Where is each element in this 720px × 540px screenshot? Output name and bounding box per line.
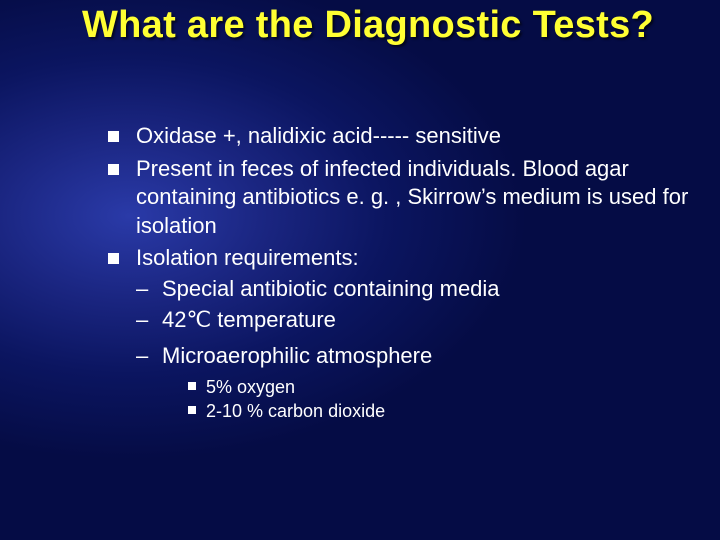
sub-sub-bullet-text: 5% oxygen bbox=[206, 377, 295, 397]
dash-bullet-icon: – bbox=[136, 306, 148, 335]
slide-title: What are the Diagnostic Tests? bbox=[82, 4, 700, 47]
bullet-text: Isolation requirements: bbox=[136, 245, 359, 270]
square-bullet-icon bbox=[188, 406, 196, 414]
sub-bullet-text: Special antibiotic containing media bbox=[162, 276, 500, 301]
sub-bullet-item: – 42℃ temperature bbox=[136, 306, 690, 335]
bullet-text: Oxidase +, nalidixic acid----- sensitive bbox=[136, 123, 501, 148]
bullet-item: Oxidase +, nalidixic acid----- sensitive bbox=[108, 122, 690, 151]
sub-bullet-item: – Microaerophilic atmosphere bbox=[136, 342, 690, 371]
slide-body: Oxidase +, nalidixic acid----- sensitive… bbox=[108, 122, 690, 427]
sub-bullet-text: 42℃ temperature bbox=[162, 307, 336, 332]
square-bullet-icon bbox=[188, 382, 196, 390]
sub-sub-list: 5% oxygen 2-10 % carbon dioxide bbox=[188, 375, 690, 424]
sub-bullet-text: Microaerophilic atmosphere bbox=[162, 343, 432, 368]
dash-bullet-icon: – bbox=[136, 342, 148, 371]
square-bullet-icon bbox=[108, 164, 119, 175]
sub-sub-bullet-text: 2-10 % carbon dioxide bbox=[206, 401, 385, 421]
bullet-text: Present in feces of infected individuals… bbox=[136, 156, 688, 238]
bullet-item: Isolation requirements: – Special antibi… bbox=[108, 244, 690, 423]
dash-bullet-icon: – bbox=[136, 275, 148, 304]
square-bullet-icon bbox=[108, 253, 119, 264]
bullet-item: Present in feces of infected individuals… bbox=[108, 155, 690, 241]
sub-sub-bullet-item: 5% oxygen bbox=[188, 375, 690, 399]
sub-bullet-item: – Special antibiotic containing media bbox=[136, 275, 690, 304]
slide: What are the Diagnostic Tests? Oxidase +… bbox=[0, 0, 720, 540]
sub-sub-bullet-item: 2-10 % carbon dioxide bbox=[188, 399, 690, 423]
square-bullet-icon bbox=[108, 131, 119, 142]
